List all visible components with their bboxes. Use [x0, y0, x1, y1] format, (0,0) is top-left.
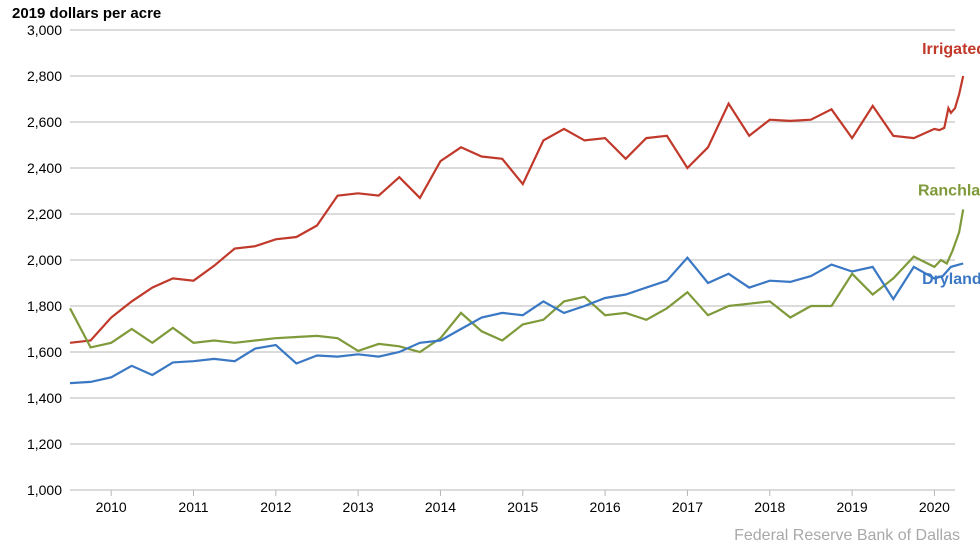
series-labels: Irrigated Ranchland Dryland: [918, 41, 980, 288]
x-tick-label: 2015: [507, 499, 538, 515]
x-tick-label: 2020: [919, 499, 950, 515]
y-tick-label: 2,400: [27, 160, 62, 176]
x-tick-label: 2017: [672, 499, 703, 515]
x-tick-label: 2010: [96, 499, 127, 515]
x-tick-labels: 2010 2011 2012 2013 2014 2015 2016 2017 2018 2019…: [96, 490, 951, 515]
y-tick-label: 2,800: [27, 68, 62, 84]
y-tick-label: 1,000: [27, 482, 62, 498]
x-tick-label: 2016: [590, 499, 621, 515]
y-tick-labels: 1,000 1,200 1,400 1,600 1,800 2,000 2,200 2,400…: [27, 22, 62, 498]
line-chart: 2019 dollars per acre 1,000 1,200 1,400 1,6…: [0, 0, 980, 549]
series-label-dryland: Dryland: [922, 271, 980, 288]
y-tick-label: 2,600: [27, 114, 62, 130]
series-label-ranchland: Ranchland: [918, 183, 980, 200]
y-tick-label: 1,400: [27, 390, 62, 406]
y-tick-label: 3,000: [27, 22, 62, 38]
x-tick-label: 2012: [260, 499, 291, 515]
x-tick-label: 2014: [425, 499, 456, 515]
y-tick-label: 1,600: [27, 344, 62, 360]
x-tick-label: 2013: [343, 499, 374, 515]
x-tick-label: 2019: [837, 499, 868, 515]
chart-container: 2019 dollars per acre 1,000 1,200 1,400 1,6…: [0, 0, 980, 549]
y-tick-label: 1,800: [27, 298, 62, 314]
y-tick-label: 2,000: [27, 252, 62, 268]
series-irrigated: [70, 76, 963, 343]
x-tick-label: 2018: [754, 499, 785, 515]
y-gridlines: [70, 30, 955, 490]
x-tick-label: 2011: [178, 499, 208, 515]
source-attribution: Federal Reserve Bank of Dallas: [734, 527, 960, 544]
series-label-irrigated: Irrigated: [922, 41, 980, 58]
series-dryland: [70, 258, 963, 383]
series-ranchland: [70, 209, 963, 352]
y-axis-title: 2019 dollars per acre: [12, 5, 161, 22]
y-tick-label: 2,200: [27, 206, 62, 222]
y-tick-label: 1,200: [27, 436, 62, 452]
